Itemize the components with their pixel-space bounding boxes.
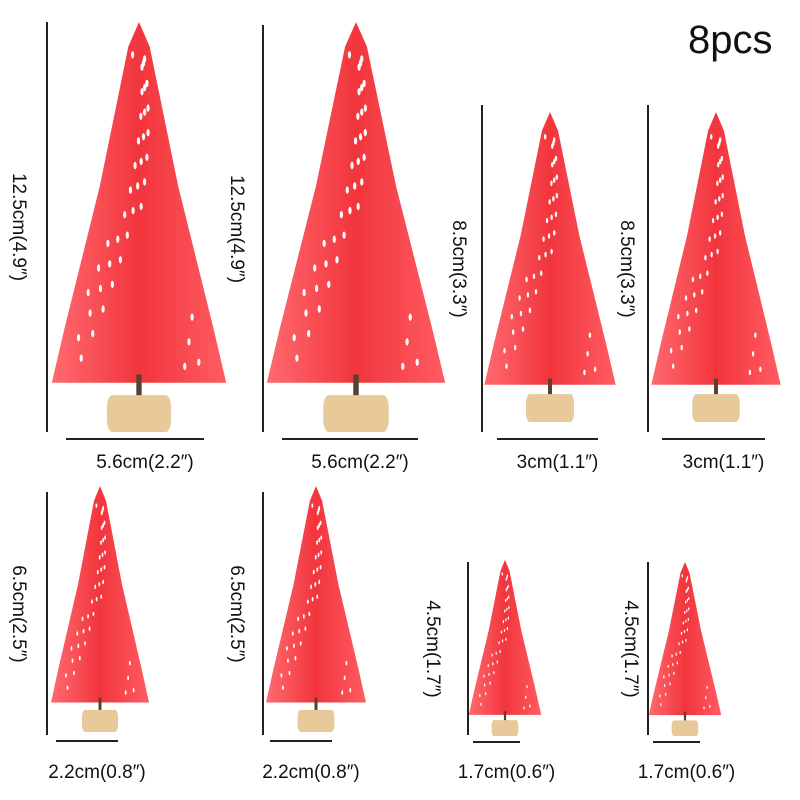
tree-foliage <box>651 112 781 385</box>
height-label: 12.5cm(4.9″) <box>8 172 29 282</box>
tree-trunk <box>353 374 359 400</box>
width-dimension-line <box>282 438 418 440</box>
bottle-brush-tree <box>265 22 447 432</box>
width-label: 3cm(1.1″) <box>516 452 599 473</box>
width-label: 1.7cm(0.6″) <box>457 762 556 783</box>
wooden-base <box>671 720 699 736</box>
height-dimension-line <box>46 22 48 432</box>
height-dimension-line <box>467 562 469 735</box>
wooden-base <box>82 709 118 732</box>
height-dimension-line <box>46 492 48 735</box>
height-label: 12.5cm(4.9″) <box>226 174 247 283</box>
wooden-base <box>491 720 519 736</box>
bottle-brush-tree <box>265 486 367 732</box>
width-label: 2.2cm(0.8″) <box>262 762 360 783</box>
height-label: 4.5cm(1.7″) <box>620 599 641 698</box>
width-label: 3cm(1.1″) <box>682 452 765 473</box>
width-dimension-line <box>66 438 204 440</box>
height-dimension-line <box>647 105 649 432</box>
height-dimension-line <box>481 105 483 432</box>
tree-foliage <box>484 112 616 385</box>
width-label: 5.6cm(2.2″) <box>311 452 409 473</box>
height-dimension-line <box>262 25 264 432</box>
width-dimension-line <box>497 438 598 440</box>
height-label: 4.5cm(1.7″) <box>422 599 443 698</box>
tree-foliage <box>51 22 227 383</box>
width-label: 2.2cm(0.8″) <box>48 762 146 783</box>
width-dimension-line <box>653 741 700 743</box>
tree-trunk <box>136 374 142 400</box>
quantity-label: 8pcs <box>688 18 773 62</box>
height-dimension-line <box>262 492 264 735</box>
wooden-base <box>525 394 575 422</box>
tree-trunk <box>547 378 553 398</box>
wooden-base <box>297 709 335 732</box>
tree-trunk <box>503 711 507 722</box>
tree-foliage <box>266 486 366 703</box>
height-label: 8.5cm(3.3″) <box>448 219 469 318</box>
bottle-brush-tree <box>483 112 617 422</box>
tree-trunk <box>314 697 318 713</box>
width-dimension-line <box>270 740 332 742</box>
width-label: 5.6cm(2.2″) <box>96 452 194 473</box>
bottle-brush-tree <box>650 112 782 422</box>
tree-foliage <box>266 22 446 383</box>
wooden-base <box>692 394 740 422</box>
bottle-brush-tree <box>468 560 542 736</box>
height-dimension-line <box>647 562 649 735</box>
bottle-brush-tree <box>50 22 228 432</box>
height-label: 6.5cm(2.5″) <box>8 564 29 663</box>
wooden-base <box>106 395 172 432</box>
tree-trunk <box>683 711 687 723</box>
tree-foliage <box>648 562 722 716</box>
width-dimension-line <box>662 438 765 440</box>
tree-foliage <box>51 486 149 703</box>
tree-trunk <box>714 378 718 398</box>
bottle-brush-tree <box>648 562 722 736</box>
tree-foliage <box>468 560 542 715</box>
width-dimension-line <box>56 740 118 742</box>
tree-trunk <box>98 697 102 713</box>
wooden-base <box>323 395 389 432</box>
width-label: 1.7cm(0.6″) <box>637 762 736 783</box>
height-label: 6.5cm(2.5″) <box>226 564 247 663</box>
width-dimension-line <box>473 741 520 743</box>
bottle-brush-tree <box>50 486 150 732</box>
height-label: 8.5cm(3.3″) <box>616 219 637 318</box>
